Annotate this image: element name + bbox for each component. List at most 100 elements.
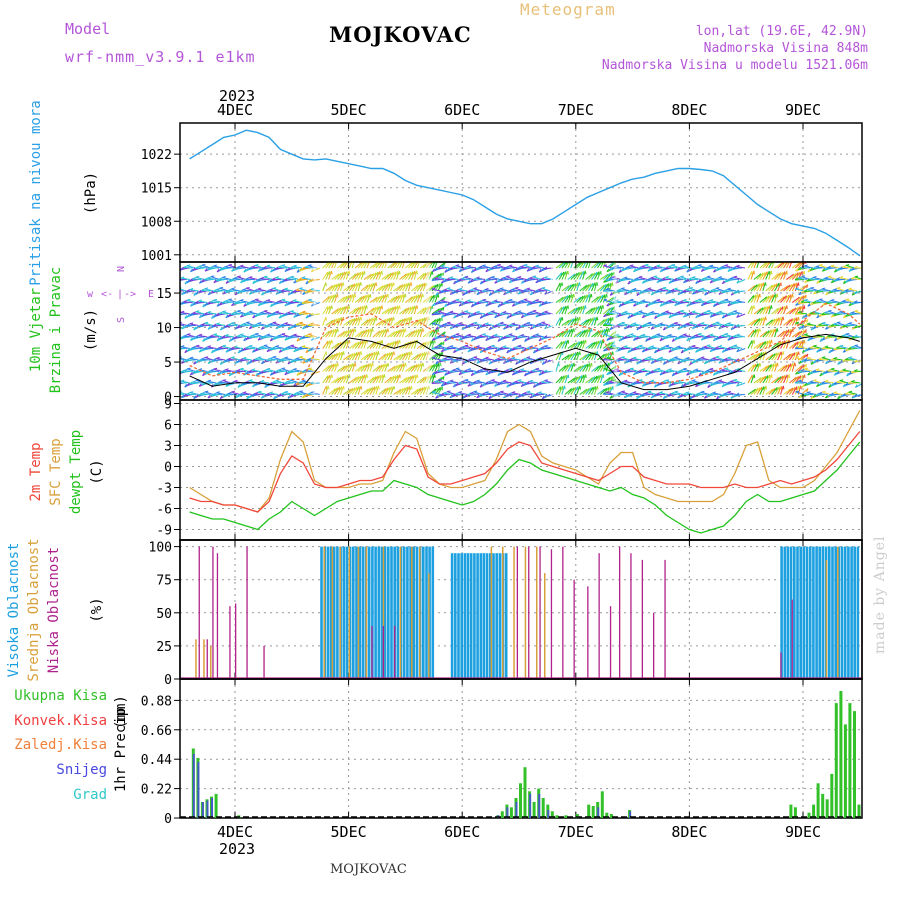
wind-arrow (384, 293, 389, 303)
wind-arrow-head (650, 301, 654, 305)
wind-arrow (788, 317, 795, 326)
wind-arrow (506, 276, 515, 281)
wind-arrow-head (514, 301, 518, 306)
wind-arrow-head (286, 370, 291, 374)
wind-arrow (396, 284, 404, 292)
wind-arrow (354, 386, 360, 395)
wind-arrow-head (673, 346, 678, 350)
wind-arrow-head (709, 289, 713, 293)
wind-arrow (366, 273, 375, 280)
wind-arrow-head (298, 370, 303, 375)
wind-arrow-head (517, 394, 521, 398)
wind-arrow-head (286, 276, 291, 280)
wind-arrow-head (446, 346, 450, 349)
wind-arrow-head (490, 359, 495, 363)
wind-arrow (700, 347, 710, 350)
wind-arrow (237, 310, 247, 315)
wind-arrow (502, 346, 512, 350)
wind-arrow-head (184, 349, 188, 354)
wind-arrow (585, 262, 589, 269)
wind-arrow-head (697, 357, 702, 360)
wind-arrow (612, 379, 622, 384)
wind-arrow (422, 282, 428, 292)
wind-arrow (614, 334, 625, 338)
wind-arrow-head (198, 324, 202, 328)
wind-arrow (777, 375, 784, 384)
wind-arrow-head (470, 347, 474, 351)
wind-arrow-head (440, 299, 445, 302)
wind-arrow-head (674, 321, 678, 324)
wind-arrow-head (620, 267, 625, 272)
wind-arrow (213, 265, 223, 269)
wind-arrow (410, 364, 418, 372)
wind-arrow-head (544, 291, 548, 295)
wind-arrow-head (275, 379, 280, 382)
wind-arrow-head (688, 370, 693, 374)
wind-arrow (416, 363, 422, 372)
wind-arrow-head (230, 277, 235, 281)
wind-arrow (372, 386, 378, 395)
wind-arrow (431, 273, 440, 280)
wind-arrow (558, 375, 565, 384)
wind-arrow (328, 294, 334, 303)
wind-arrow (641, 334, 651, 338)
wind-arrow-head (458, 302, 462, 307)
wind-arrow-head (440, 358, 444, 362)
wind-arrow-head (650, 291, 654, 296)
wind-arrow (771, 363, 776, 372)
wind-arrow (774, 317, 780, 326)
wind-arrow-head (198, 358, 202, 362)
wind-arrow (612, 276, 622, 281)
wind-arrow (284, 347, 294, 350)
wind-arrow (325, 319, 334, 326)
wind-arrow-head (204, 321, 209, 324)
wind-arrow (561, 319, 570, 326)
wind-arrow (348, 273, 357, 280)
wind-arrow (621, 391, 631, 396)
wind-arrow-head (682, 264, 687, 267)
wind-arrow-head (698, 298, 702, 301)
wind-arrow (405, 331, 413, 338)
wind-arrow (339, 282, 344, 292)
wind-arrow (762, 385, 767, 395)
wind-arrow-head (213, 289, 217, 292)
wind-arrow-head (246, 395, 250, 400)
wind-arrow-head (292, 358, 297, 362)
wind-arrow (351, 272, 359, 280)
wind-arrow (558, 330, 567, 338)
wind-arrow-head (280, 392, 285, 395)
wind-arrow-head (242, 312, 247, 316)
wind-arrow-head (446, 302, 450, 306)
wind-arrow-head (269, 268, 273, 273)
wind-arrow-head (464, 310, 469, 313)
wind-arrow (774, 272, 782, 280)
wind-arrow-head (611, 334, 616, 338)
wind-arrow-head (377, 385, 380, 390)
wind-arrow-head (529, 276, 533, 279)
wind-arrow-head (307, 323, 312, 326)
wind-arrow-head (269, 347, 273, 351)
wind-arrow-head (680, 309, 684, 312)
wind-arrow (485, 323, 495, 327)
wind-arrow (482, 299, 492, 304)
wind-arrow-head (210, 334, 214, 337)
wind-arrow-head (667, 265, 672, 268)
wind-arrow (222, 267, 232, 270)
wind-arrow-head (671, 338, 675, 342)
wind-arrow-head (443, 313, 447, 317)
wind-arrow-head (304, 265, 309, 268)
wind-arrow-head (532, 309, 537, 312)
wind-arrow-head (736, 383, 740, 387)
wind-arrow-head (201, 391, 205, 395)
wind-arrow-head (440, 289, 444, 293)
wind-arrow (759, 271, 766, 280)
wind-arrow-head (494, 383, 498, 387)
top-xtick-label: 9DEC (785, 101, 821, 119)
wind-arrow-head (667, 393, 672, 396)
wind-arrow (372, 351, 377, 361)
wind-arrow (387, 331, 396, 338)
wind-arrow (366, 293, 371, 303)
wind-arrow (526, 278, 536, 281)
wind-arrow-head (242, 322, 247, 325)
wind-arrow (753, 363, 759, 372)
